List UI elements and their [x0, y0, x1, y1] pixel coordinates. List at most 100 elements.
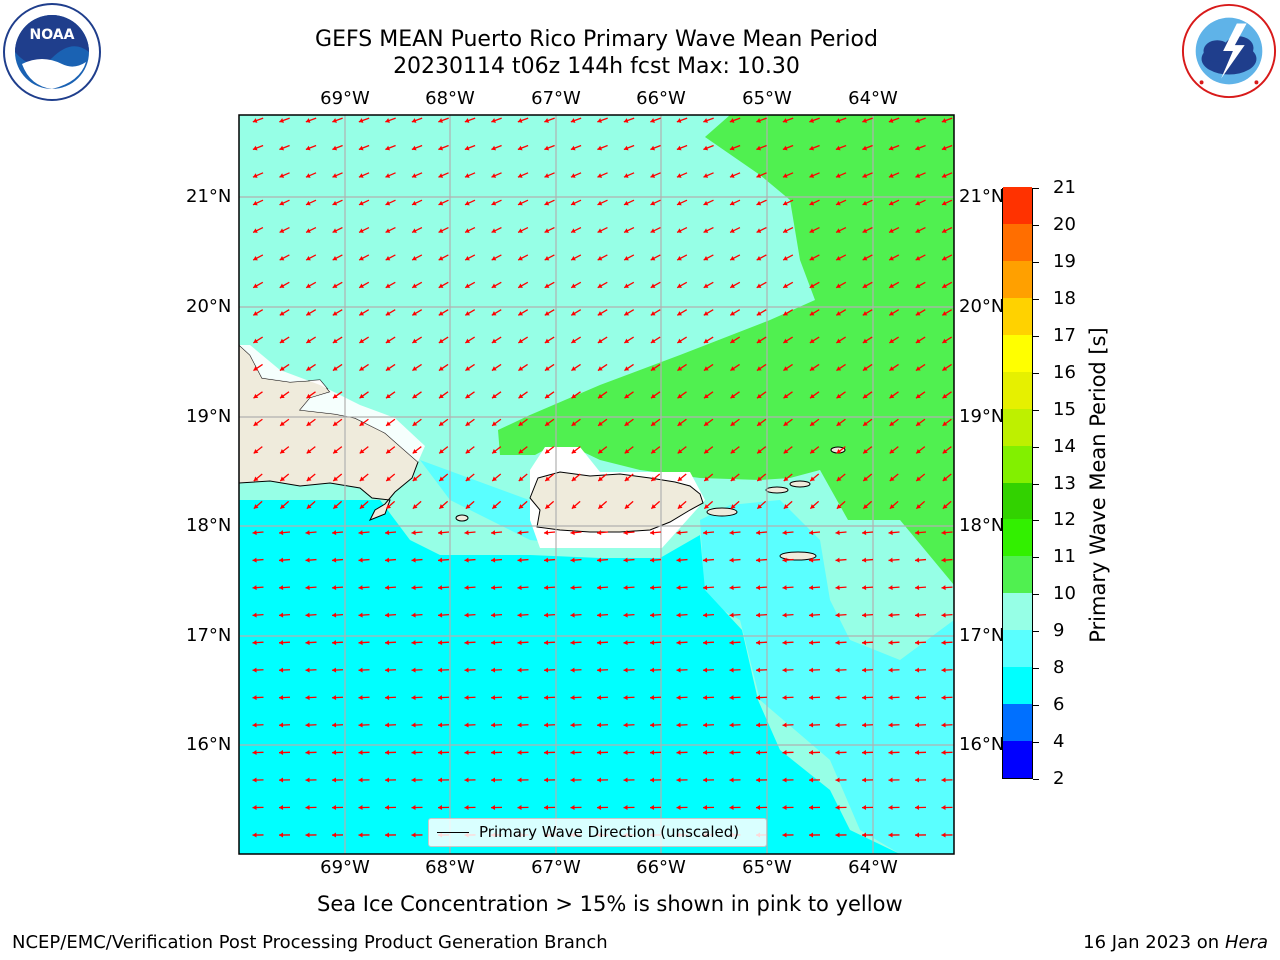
wave-arrow-head	[491, 145, 497, 151]
wave-arrow-head	[703, 667, 708, 673]
wave-arrow-head	[571, 311, 576, 316]
wave-arrow-head	[517, 640, 522, 646]
wave-arrow-head	[782, 145, 788, 151]
wave-arrow-head	[492, 421, 497, 426]
wave-arrow-head	[835, 173, 841, 178]
wave-arrow-head	[571, 393, 577, 399]
wave-arrow-head	[412, 255, 417, 261]
colorbar-title: Primary Wave Mean Period [s]	[1086, 327, 1110, 643]
wave-arrow-head	[650, 200, 656, 206]
wave-arrow-head	[598, 421, 603, 426]
wave-arrow-head	[757, 448, 762, 454]
wave-arrow-head	[332, 722, 337, 728]
wave-arrow-head	[571, 338, 577, 343]
wave-arrow-head	[756, 145, 762, 151]
wave-arrow-head	[862, 585, 867, 591]
wave-arrow-head	[651, 393, 656, 399]
wave-arrow-head	[491, 366, 497, 371]
wave-arrow-head	[252, 667, 257, 673]
wave-arrow-head	[491, 228, 497, 233]
wave-arrow-head	[624, 338, 630, 343]
wave-arrow-head	[730, 255, 735, 261]
wave-arrow-head	[279, 228, 285, 233]
wave-arrow-head	[757, 421, 762, 426]
wave-arrow-head	[650, 805, 655, 811]
wave-arrow-head	[517, 585, 522, 591]
wave-arrow-head	[465, 255, 470, 261]
wave-arrow-head	[941, 585, 946, 591]
wave-arrow-head	[756, 338, 762, 343]
wave-arrow-head	[756, 283, 762, 288]
wave-arrow-head	[253, 255, 258, 261]
wave-arrow-head	[730, 421, 736, 426]
wave-arrow-head	[782, 173, 788, 178]
wave-arrow-head	[650, 145, 656, 151]
wave-arrow-head	[464, 612, 469, 618]
wave-arrow-head	[835, 118, 841, 123]
wave-arrow-head	[332, 612, 337, 618]
wave-arrow-head	[782, 805, 787, 811]
wave-arrow-head	[358, 667, 363, 673]
wave-arrow-head	[544, 255, 550, 261]
wave-arrow-head	[888, 805, 893, 811]
wave-arrow-head	[253, 421, 259, 426]
wave-arrow-head	[465, 366, 471, 371]
wave-arrow-head	[491, 640, 496, 646]
wave-arrow-head	[650, 612, 655, 618]
wave-arrow-head	[809, 255, 815, 261]
wave-arrow-head	[888, 667, 893, 673]
wave-arrow-head	[305, 173, 311, 178]
wave-arrow-head	[650, 667, 655, 673]
wave-arrow-head	[862, 612, 867, 618]
wave-arrow-head	[359, 421, 365, 426]
wave-arrow-head	[915, 283, 921, 288]
wave-arrow-head	[941, 722, 946, 728]
wave-arrow-head	[411, 695, 416, 701]
lat-tick-right: 19°N	[959, 406, 1005, 427]
wave-arrow-head	[756, 805, 761, 811]
colorbar-tick	[1033, 409, 1039, 411]
wave-arrow-head	[941, 667, 946, 673]
wave-arrow-head	[889, 228, 894, 233]
wave-arrow-head	[544, 145, 550, 151]
wave-arrow-head	[703, 557, 708, 563]
wave-arrow-head	[332, 228, 338, 233]
wave-arrow-head	[809, 722, 814, 728]
wave-arrow-head	[332, 145, 338, 151]
wave-arrow-head	[332, 585, 337, 591]
colorbar-tick	[1033, 594, 1039, 596]
wave-arrow-head	[359, 366, 365, 371]
wave-arrow-head	[809, 283, 815, 288]
lat-tick-right: 20°N	[959, 296, 1005, 317]
wave-arrow-head	[518, 200, 523, 206]
wave-arrow-head	[518, 255, 523, 261]
lat-tick-right: 16°N	[959, 734, 1005, 755]
wave-arrow-head	[862, 145, 868, 151]
wave-arrow-head	[358, 805, 363, 811]
wave-arrow-head	[703, 722, 708, 728]
hispaniola-landmass	[239, 344, 419, 521]
wave-arrow-head	[385, 200, 391, 206]
wave-arrow-head	[650, 366, 656, 371]
wave-arrow-head	[704, 476, 709, 482]
wave-arrow-head	[624, 504, 630, 509]
wave-arrow-head	[332, 667, 337, 673]
colorbar-label: 2	[1053, 768, 1065, 789]
colorbar-label: 21	[1053, 177, 1076, 198]
wave-arrow-head	[570, 173, 576, 178]
wave-arrow-head	[464, 530, 469, 536]
wave-arrow-head	[358, 585, 363, 591]
wave-arrow-head	[571, 283, 576, 288]
wave-arrow-head	[677, 311, 682, 316]
wave-arrow-head	[359, 476, 365, 482]
wave-arrow-head	[676, 667, 681, 673]
wave-arrow-head	[782, 557, 787, 563]
wave-arrow-head	[544, 640, 549, 646]
wave-arrow-head	[597, 338, 603, 343]
wave-arrow-head	[279, 832, 284, 838]
colorbar-label: 19	[1053, 250, 1076, 272]
wave-arrow-head	[385, 777, 390, 783]
wave-arrow-head	[836, 255, 841, 261]
wave-arrow-head	[703, 585, 708, 591]
wave-arrow-head	[545, 504, 551, 509]
